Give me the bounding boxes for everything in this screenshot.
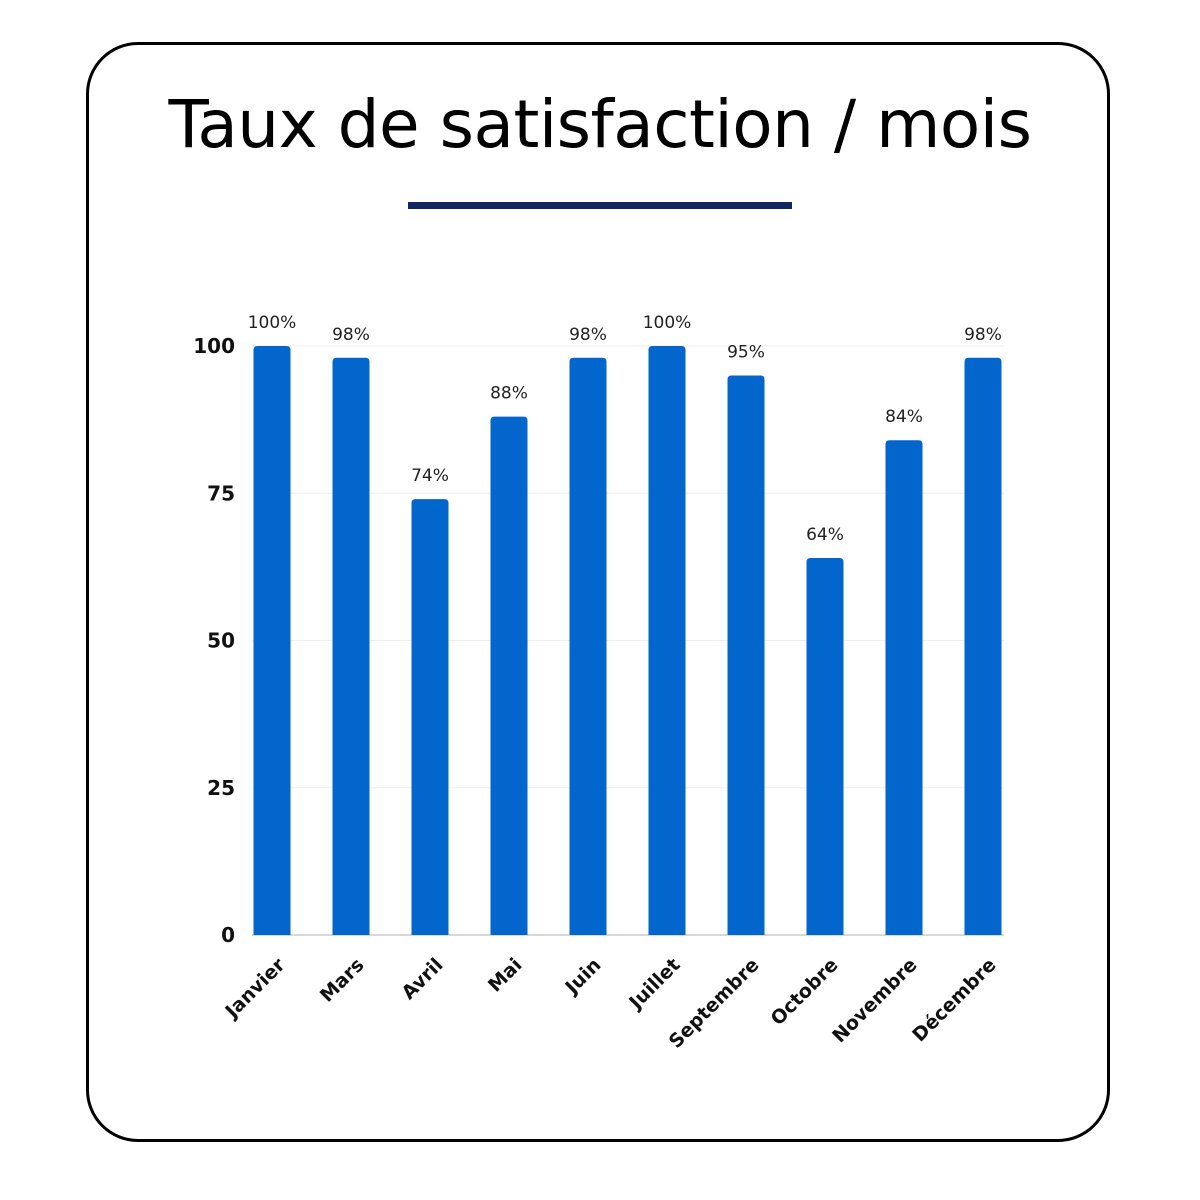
y-tick-label: 25 — [207, 776, 235, 800]
grid-lines — [252, 345, 1004, 936]
bar-novembre — [885, 440, 923, 935]
data-label: 95% — [727, 342, 765, 362]
x-tick-label: Novembre — [828, 954, 921, 1047]
bar-juillet — [648, 346, 686, 935]
y-tick-label: 75 — [207, 481, 235, 505]
x-tick-label: Octobre — [767, 954, 843, 1030]
x-tick-label: Mai — [484, 954, 527, 997]
y-tick-label: 100 — [193, 334, 235, 358]
data-label: 64% — [806, 525, 844, 545]
title-underline — [408, 202, 792, 209]
data-label: 98% — [569, 325, 607, 345]
x-tick-label: Décembre — [908, 954, 1000, 1046]
x-tick-label: Mars — [316, 954, 369, 1007]
bar-octobre — [806, 558, 844, 935]
data-label: 100% — [643, 313, 692, 333]
bar-avril — [411, 499, 449, 935]
y-tick-label: 50 — [207, 629, 235, 653]
x-tick-label: Janvier — [220, 954, 290, 1024]
data-label: 88% — [490, 384, 528, 404]
bar-mai — [490, 416, 528, 935]
x-tick-label: Juin — [560, 954, 606, 1000]
data-label: 84% — [885, 407, 923, 427]
chart-title: Taux de satisfaction / mois — [168, 86, 1032, 163]
bar-mars — [332, 357, 370, 935]
x-tick-label: Juillet — [624, 954, 685, 1015]
data-label: 74% — [411, 466, 449, 486]
bars — [253, 346, 1002, 935]
bar-septembre — [727, 375, 765, 935]
y-axis-ticks: 0 25 50 75 100 — [193, 334, 235, 947]
bar-décembre — [964, 357, 1002, 935]
data-label: 98% — [332, 325, 370, 345]
data-label: 100% — [248, 313, 297, 333]
y-tick-label: 0 — [221, 923, 235, 947]
bar-juin — [569, 357, 607, 935]
data-labels: 100% 98% 74% 88% 98% 100% 95% 64% 84% 98% — [248, 313, 1002, 545]
bar-janvier — [253, 346, 291, 935]
data-label: 98% — [964, 325, 1002, 345]
x-tick-label: Avril — [397, 954, 447, 1004]
